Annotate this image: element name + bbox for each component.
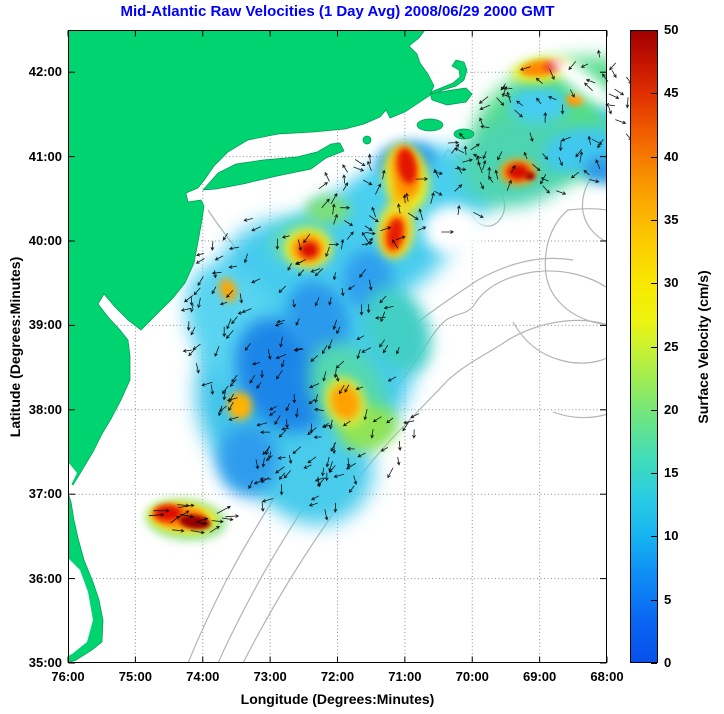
colorbar-tick-label: 25	[664, 338, 679, 354]
colorbar-tick	[651, 599, 657, 601]
colorbar-tick-label: 30	[664, 275, 679, 291]
velocity-map	[67, 30, 641, 664]
x-axis-title: Longitude (Degrees:Minutes)	[240, 691, 435, 707]
y-tick-label: 39:00	[28, 317, 62, 333]
x-tick-label: 70:00	[455, 669, 489, 684]
vector-arrows-layer	[148, 49, 641, 535]
chart-title: Mid-Atlantic Raw Velocities (1 Day Avg) …	[120, 3, 555, 20]
velocity-field-layer	[146, 30, 607, 541]
colorbar-tick	[651, 473, 657, 475]
y-tick-label: 42:00	[28, 64, 62, 80]
colorbar-tick-label: 35	[664, 211, 679, 227]
x-tick-label: 69:00	[523, 669, 557, 684]
y-tick-label: 41:00	[28, 148, 62, 164]
x-tick-label: 73:00	[253, 669, 287, 684]
colorbar-tick-label: 45	[664, 85, 679, 101]
colorbar-tick-label: 5	[664, 591, 672, 607]
colorbar-tick-label: 10	[664, 528, 679, 544]
colorbar-tick	[651, 283, 657, 285]
colorbar-tick	[651, 93, 657, 95]
y-tick-label: 36:00	[28, 570, 62, 586]
colorbar-tick-label: 40	[664, 148, 679, 164]
y-tick-label: 38:00	[28, 401, 62, 417]
colorbar-tick	[651, 536, 657, 538]
land-layer	[68, 30, 475, 663]
colorbar-tick	[651, 663, 657, 664]
colorbar-tick	[651, 156, 657, 158]
colorbar-tick	[651, 409, 657, 411]
colorbar-tick-label: 50	[664, 22, 679, 37]
x-tick-label: 68:00	[590, 669, 624, 684]
x-tick-label: 71:00	[388, 669, 422, 684]
colorbar-tick-label: 0	[664, 655, 672, 670]
colorbar-tick-label: 20	[664, 401, 679, 417]
y-tick-label: 40:00	[28, 233, 62, 248]
colorbar-tick	[651, 30, 657, 31]
y-tick-label: 35:00	[28, 655, 62, 670]
colorbar-tick-label: 15	[664, 465, 679, 481]
colorbar-tick	[651, 346, 657, 348]
x-tick-label: 72:00	[320, 669, 355, 684]
x-tick-label: 75:00	[118, 669, 152, 684]
y-tick-label: 37:00	[28, 486, 62, 502]
x-tick-label: 76:00	[51, 669, 85, 684]
axis-box	[67, 30, 608, 664]
colorbar-tick	[651, 219, 657, 221]
x-tick-label: 74:00	[186, 669, 220, 684]
